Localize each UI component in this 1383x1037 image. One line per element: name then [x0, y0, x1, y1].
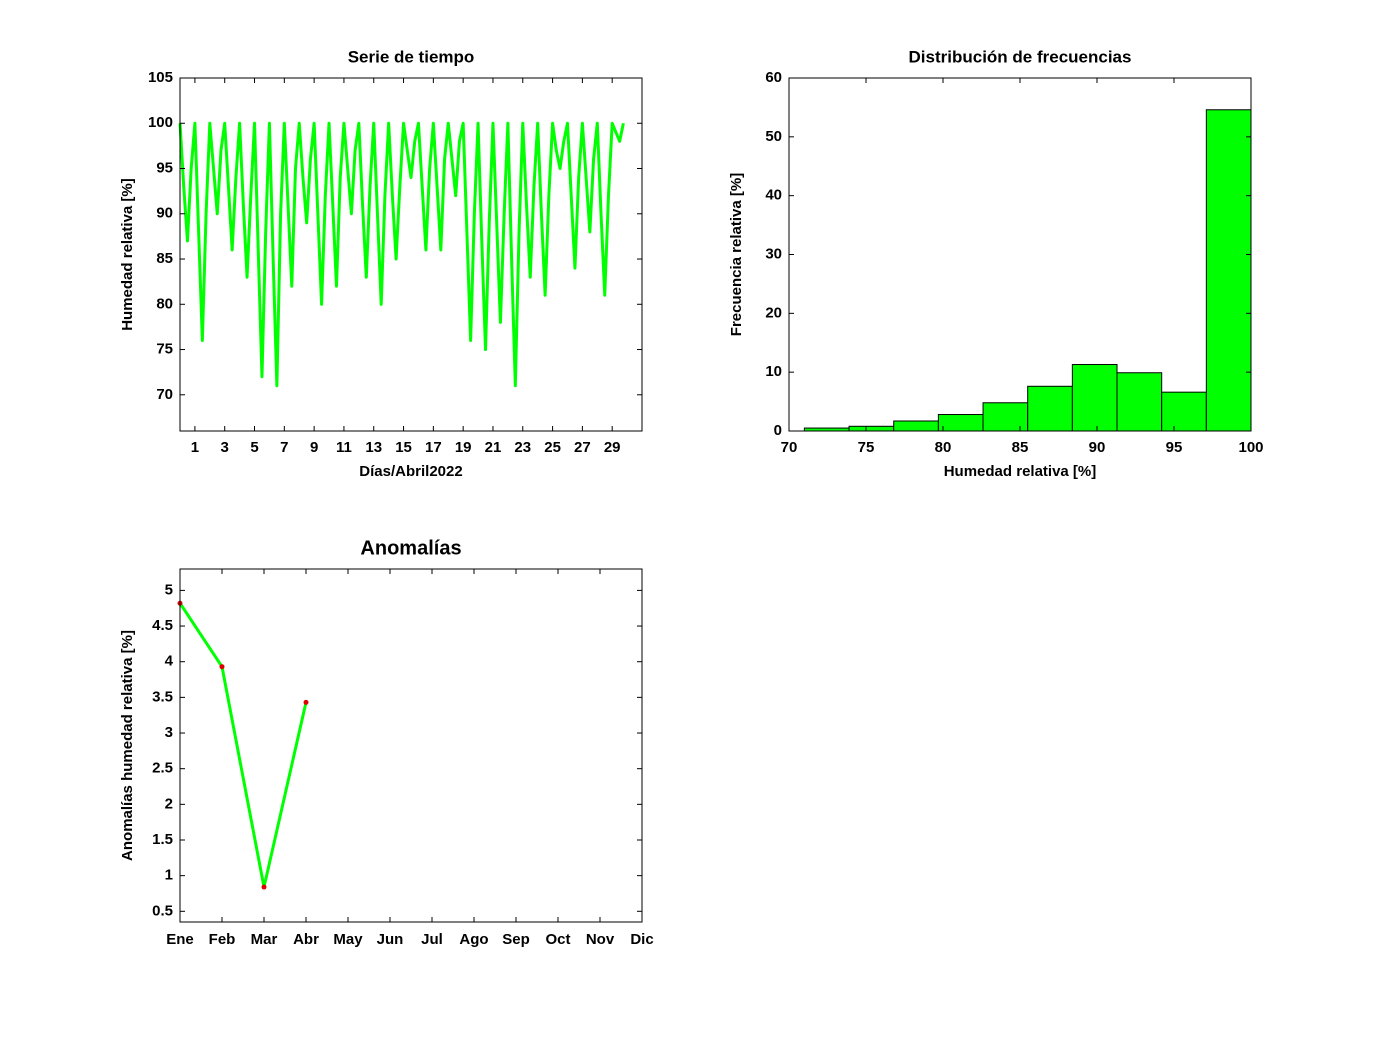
plot-frame	[179, 77, 643, 432]
line	[178, 121, 625, 388]
x-tick-label: 27	[574, 439, 591, 456]
y-tick-label: 3	[165, 724, 173, 741]
y-tick-label: 1.5	[152, 831, 173, 848]
y-tick-label: 0	[774, 422, 782, 439]
bar	[1161, 391, 1207, 432]
y-tick-label: 0.5	[152, 902, 173, 919]
y-tick-label: 95	[156, 159, 173, 176]
x-tick-label: Sep	[502, 931, 530, 948]
x-tick-label: 7	[280, 439, 288, 456]
y-tick-label: 30	[765, 245, 782, 262]
x-tick-label: Nov	[586, 931, 615, 948]
x-tick-label: 100	[1238, 439, 1263, 456]
x-tick-label: 75	[858, 439, 875, 456]
y-tick-label: 90	[156, 205, 173, 222]
x-tick-label: Ene	[166, 931, 194, 948]
y-tick-label: 75	[156, 341, 173, 358]
x-tick-label: Jul	[421, 931, 443, 948]
y-tick-label: 4	[165, 653, 174, 670]
x-tick-label: 19	[455, 439, 472, 456]
y-tick-label: 80	[156, 295, 173, 312]
x-tick-label: 9	[310, 439, 318, 456]
y-tick-label: 5	[165, 581, 173, 598]
x-tick-label: 90	[1089, 439, 1106, 456]
x-tick-label: Dic	[630, 931, 653, 948]
y-tick-label: 100	[148, 114, 173, 131]
point	[261, 884, 267, 890]
x-tick-label: 15	[395, 439, 412, 456]
x-tick-label: 17	[425, 439, 442, 456]
bar	[982, 402, 1029, 432]
bar	[893, 420, 939, 432]
x-axis-label: Días/Abril2022	[359, 463, 462, 480]
y-tick-label: 1	[165, 867, 173, 884]
y-tick-label: 10	[765, 363, 782, 380]
chart-title: Serie de tiempo	[348, 47, 475, 66]
x-tick-label: 85	[1012, 439, 1029, 456]
bar	[1027, 385, 1073, 432]
x-tick-label: Oct	[545, 931, 570, 948]
x-tick-label: 95	[1166, 439, 1183, 456]
point	[219, 664, 225, 670]
y-tick-label: 70	[156, 386, 173, 403]
bar	[848, 425, 895, 432]
x-tick-label: 21	[485, 439, 502, 456]
bar	[1116, 372, 1163, 432]
bar	[1071, 364, 1118, 432]
y-tick-label: 2.5	[152, 760, 173, 777]
y-tick-label: 3.5	[152, 688, 173, 705]
y-axis-label: Anomalías humedad relativa [%]	[119, 630, 136, 861]
line	[178, 602, 308, 889]
x-tick-label: 29	[604, 439, 621, 456]
plot-frame	[179, 568, 643, 923]
bar	[937, 414, 984, 432]
y-axis-label: Frecuencia relativa [%]	[728, 173, 745, 336]
x-tick-label: Abr	[293, 931, 319, 948]
y-tick-label: 60	[765, 69, 782, 86]
y-axis-label: Humedad relativa [%]	[119, 178, 136, 331]
x-tick-label: 23	[514, 439, 531, 456]
x-tick-label: 5	[250, 439, 258, 456]
x-tick-label: Ago	[459, 931, 488, 948]
x-tick-label: 13	[365, 439, 382, 456]
x-tick-label: 80	[935, 439, 952, 456]
x-tick-label: 11	[336, 439, 352, 456]
x-tick-label: May	[333, 931, 363, 948]
chart-title: Distribución de frecuencias	[909, 47, 1132, 66]
y-tick-label: 85	[156, 250, 173, 267]
y-tick-label: 40	[765, 187, 782, 204]
x-tick-label: 1	[191, 439, 199, 456]
x-tick-label: 25	[544, 439, 561, 456]
x-tick-label: Mar	[251, 931, 278, 948]
chart-title: Anomalías	[360, 537, 461, 559]
y-tick-label: 20	[765, 304, 782, 321]
point	[303, 699, 309, 705]
bar	[1205, 109, 1252, 432]
y-tick-label: 2	[165, 795, 173, 812]
x-tick-label: 3	[221, 439, 229, 456]
y-tick-label: 105	[148, 69, 173, 86]
plot-area	[789, 78, 1251, 431]
x-tick-label: Feb	[209, 931, 236, 948]
x-axis-label: Humedad relativa [%]	[944, 463, 1097, 480]
y-tick-label: 50	[765, 128, 782, 145]
plot-area	[180, 569, 642, 922]
x-tick-label: 70	[781, 439, 798, 456]
x-tick-label: Jun	[377, 931, 404, 948]
y-tick-label: 4.5	[152, 617, 173, 634]
